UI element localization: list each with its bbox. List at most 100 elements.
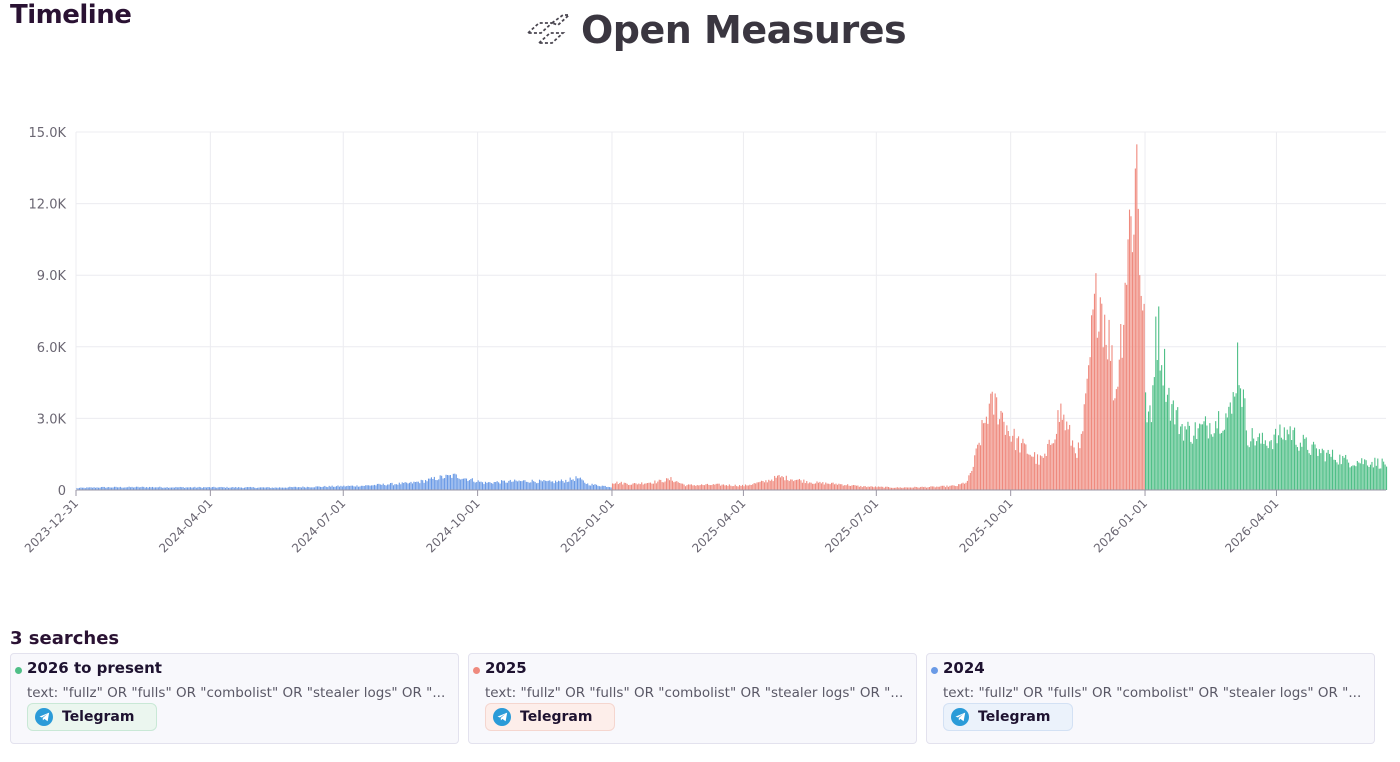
search-card-2024[interactable]: 2024 text: "fullz" OR "fulls" OR "combol… (926, 653, 1375, 744)
bar-2024 (481, 482, 484, 490)
bar-2024 (503, 480, 506, 490)
bar-2024 (156, 487, 158, 490)
bar-2025 (717, 483, 719, 490)
bar-2026-to-present (1222, 430, 1224, 490)
bar-2024 (211, 487, 213, 490)
bar-2024 (601, 485, 603, 490)
search-card-2025[interactable]: 2025 text: "fullz" OR "fulls" OR "combol… (468, 653, 917, 744)
bar-2026-to-present (1161, 365, 1163, 490)
bar-2025 (1044, 453, 1046, 490)
bar-2024 (498, 482, 500, 490)
bar-2025 (1053, 443, 1055, 490)
bar-2024 (371, 485, 373, 490)
bar-2026-to-present (1169, 420, 1171, 490)
bar-2024 (598, 486, 600, 490)
bar-2026-to-present (1330, 456, 1332, 490)
bar-2025 (969, 472, 971, 490)
bar-2024 (83, 487, 85, 490)
bar-2025 (636, 484, 638, 490)
bar-2024 (340, 485, 342, 490)
x-tick-label: 2024-07-01 (289, 496, 348, 555)
bar-2025 (744, 484, 746, 490)
bar-2026-to-present (1239, 388, 1242, 490)
bar-2025 (727, 485, 729, 490)
bar-2026-to-present (1364, 459, 1366, 490)
platform-tag-telegram[interactable]: Telegram (27, 703, 158, 731)
bar-2026-to-present (1323, 450, 1325, 490)
bar-2025 (768, 479, 770, 490)
bar-2024 (80, 487, 82, 490)
bar-2026-to-present (1175, 410, 1177, 490)
bar-2026-to-present (1145, 392, 1147, 490)
search-card-2026[interactable]: 2026 to present text: "fullz" OR "fulls"… (10, 653, 459, 744)
bar-2026-to-present (1253, 438, 1255, 490)
bar-2024 (465, 478, 468, 490)
bar-2024 (248, 487, 250, 490)
bar-2026-to-present (1152, 385, 1154, 490)
bar-2024 (519, 481, 522, 490)
bar-2025 (839, 484, 841, 490)
platform-tag-telegram[interactable]: Telegram (943, 703, 1074, 731)
bar-2024 (401, 482, 403, 490)
bar-2024 (235, 486, 237, 490)
bar-2025 (692, 485, 694, 490)
bar-2024 (163, 487, 165, 490)
bar-2024 (387, 484, 389, 490)
bar-2024 (524, 480, 526, 490)
bar-2025 (1115, 389, 1117, 490)
bar-2024 (423, 482, 425, 490)
bar-2025 (934, 487, 936, 490)
bar-2026-to-present (1286, 429, 1288, 490)
platform-label: Telegram (978, 709, 1051, 725)
bar-2025 (1031, 456, 1033, 490)
bar-2025 (800, 480, 802, 490)
bar-2025 (1013, 428, 1015, 490)
bar-2026-to-present (1245, 430, 1247, 490)
bar-2026-to-present (1254, 445, 1256, 490)
bar-2024 (327, 487, 329, 490)
bar-2026-to-present (1180, 426, 1182, 490)
bar-2025 (1028, 454, 1030, 490)
bar-2025 (1003, 421, 1005, 490)
bar-2026-to-present (1355, 466, 1357, 490)
bar-2026-to-present (1177, 407, 1179, 490)
bar-2026-to-present (1291, 440, 1293, 490)
bar-2024 (594, 484, 596, 490)
bar-2024 (289, 486, 291, 490)
bar-2025 (1137, 208, 1139, 490)
bar-2025 (1090, 315, 1093, 490)
bar-2024 (278, 487, 281, 490)
bar-2025 (1039, 455, 1041, 490)
bar-2025 (829, 484, 831, 490)
bar-2024 (439, 475, 441, 490)
bar-2024 (489, 482, 491, 490)
bar-2026-to-present (1386, 466, 1388, 490)
bar-2024 (96, 487, 98, 490)
bar-2024 (178, 487, 180, 490)
bar-2026-to-present (1209, 423, 1211, 490)
bar-2024 (229, 487, 231, 490)
platform-tag-telegram[interactable]: Telegram (485, 703, 616, 731)
bar-2024 (254, 487, 256, 490)
bar-2024 (458, 478, 460, 490)
bar-2025 (1067, 429, 1069, 490)
bar-2024 (544, 480, 546, 490)
bar-2024 (492, 483, 494, 490)
bar-2025 (836, 484, 838, 490)
bar-2026-to-present (1256, 441, 1258, 490)
bar-2024 (610, 487, 612, 490)
bar-2024 (308, 487, 310, 490)
search-query-text: text: "fullz" OR "fulls" OR "combolist" … (27, 685, 446, 701)
bar-2026-to-present (1234, 396, 1236, 490)
bar-2025 (835, 483, 837, 490)
bar-2025 (677, 482, 679, 490)
bar-2025 (1077, 442, 1079, 490)
bar-2024 (349, 485, 351, 490)
bar-2025 (918, 487, 920, 490)
bar-2025 (895, 487, 897, 490)
bar-2024 (141, 486, 143, 490)
bar-2025 (1051, 443, 1053, 490)
bar-2025 (828, 483, 830, 490)
bar-2024 (483, 484, 485, 490)
bar-2026-to-present (1215, 421, 1217, 490)
